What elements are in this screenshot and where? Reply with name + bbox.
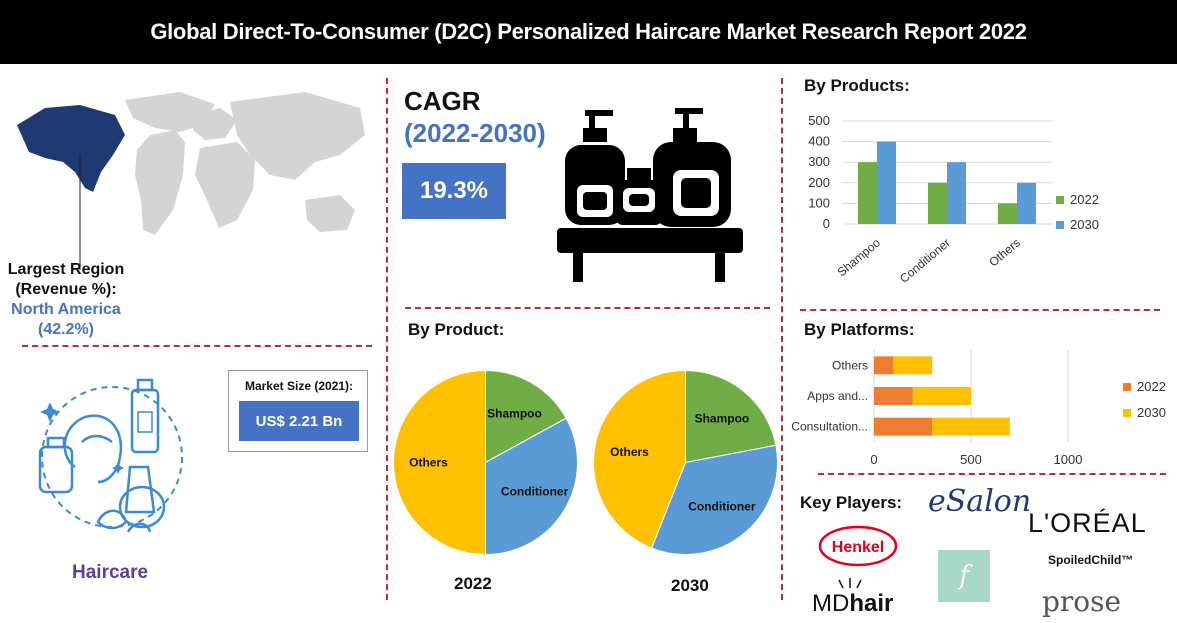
market-size-box: Market Size (2021): US$ 2.21 Bn	[228, 370, 368, 452]
platforms-xtick: 0	[870, 452, 877, 467]
platforms-xtick: 500	[960, 452, 982, 467]
function-of-beauty-logo: f	[938, 550, 990, 602]
key-players-title: Key Players:	[800, 493, 903, 512]
region-value: (42.2%)	[37, 321, 95, 338]
by-products-title: By Products:	[804, 76, 910, 95]
pie-chart-2030: Shampoo Conditioner Others	[593, 369, 778, 555]
north-america-shape	[17, 105, 125, 192]
products-xtick: Others	[986, 236, 1023, 270]
products-bar-others-2022	[998, 203, 1017, 224]
products-ytick: 300	[808, 154, 830, 169]
platforms-legend-swatch-2030	[1123, 409, 1131, 417]
pie-label-conditioner: Conditioner	[501, 485, 569, 499]
page-title: Global Direct-To-Consumer (D2C) Personal…	[0, 0, 1177, 64]
prose-logo: prose	[1042, 585, 1122, 618]
products-ytick: 100	[808, 195, 830, 210]
products-bar-conditioner-2030	[947, 162, 966, 224]
pie-slice-shampoo	[685, 369, 777, 464]
divider-platforms	[818, 473, 1166, 475]
products-legend-label: 2030	[1070, 217, 1099, 232]
region-label-line1: Largest Region	[7, 261, 125, 278]
greenland-shape	[125, 92, 215, 132]
products-legend-swatch-2022	[1056, 196, 1064, 204]
mdhair-logo-md: MD	[812, 590, 850, 617]
divider-right	[781, 78, 783, 600]
south-america-shape	[135, 130, 185, 235]
platforms-legend-label: 2022	[1137, 379, 1166, 394]
pie-slice-conditioner	[485, 417, 578, 556]
by-platforms-title: By Platforms:	[804, 320, 915, 339]
pie-slice-conditioner	[650, 444, 778, 555]
spoiledchild-logo: SpoiledChild™	[1048, 553, 1134, 567]
pie-slice-others	[393, 369, 486, 556]
products-ytick: 200	[808, 175, 830, 190]
platforms-bar-others-2022	[874, 356, 894, 375]
region-label: Largest Region (Revenue %): North Americ…	[0, 260, 132, 340]
mdhair-logo-hair: hair	[849, 590, 894, 617]
australia-shape	[305, 195, 355, 232]
region-label-line2: (Revenue %):	[15, 281, 117, 298]
platforms-bar-others-2030	[893, 356, 933, 375]
pie-label-shampoo: Shampoo	[487, 406, 542, 420]
mdhair-rays-icon	[838, 578, 862, 588]
platforms-ytick: Apps and...	[807, 389, 868, 403]
loreal-logo: L'ORÉAL	[1028, 508, 1147, 538]
platforms-bar-consultation-2022	[874, 417, 933, 436]
divider-region	[22, 345, 372, 347]
platforms-xtick: 1000	[1054, 452, 1083, 467]
products-legend-swatch-2030	[1056, 221, 1064, 229]
products-bar-shampoo-2030	[877, 141, 896, 224]
products-ytick: 0	[823, 216, 830, 231]
pie-label-conditioner: Conditioner	[688, 500, 756, 514]
pie-2030-year: 2030	[671, 576, 709, 595]
africa-shape	[195, 142, 255, 228]
pie-label-shampoo: Shampoo	[695, 412, 750, 426]
platforms-bar-chart: Others Apps and... Consultation... 0 500 100…	[791, 350, 1166, 467]
products-bar-conditioner-2022	[928, 182, 947, 224]
products-bar-shampoo-2022	[858, 162, 877, 224]
haircare-icon	[38, 378, 183, 533]
platforms-legend-label: 2030	[1137, 405, 1166, 420]
products-xtick: Shampoo	[835, 235, 884, 279]
platforms-ytick: Others	[832, 358, 868, 372]
platforms-bar-consultation-2030	[932, 417, 1010, 436]
divider-products	[800, 309, 1160, 311]
pie-2022-year: 2022	[454, 574, 492, 593]
products-bar-chart: 500 400 300 200 100 0 Shampoo Conditioner Other…	[808, 113, 1099, 286]
platforms-legend-swatch-2022	[1123, 383, 1131, 391]
divider-left	[386, 78, 388, 600]
henkel-logo-text: Henkel	[832, 539, 884, 556]
platforms-bar-apps-and-2022	[874, 387, 913, 405]
products-bar-others-2030	[1017, 182, 1036, 224]
pie-label-others: Others	[610, 445, 649, 459]
pie-slice-shampoo	[485, 369, 567, 464]
region-name: North America	[11, 301, 121, 318]
esalon-logo: eSalon	[928, 484, 1032, 519]
market-size-label: Market Size (2021):	[244, 379, 354, 393]
divider-cagr	[405, 307, 770, 309]
europe-shape	[193, 108, 237, 140]
asia-shape	[230, 92, 365, 180]
by-product-title: By Product:	[408, 320, 505, 339]
haircare-label: Haircare	[72, 562, 149, 583]
cagr-years: (2022-2030)	[404, 118, 546, 148]
products-xtick: Conditioner	[897, 236, 953, 286]
market-size-value: US$ 2.21 Bn	[239, 401, 359, 441]
mdhair-logo: MDhair	[812, 590, 893, 618]
platforms-ytick: Consultation...	[791, 420, 868, 434]
cagr-value: 19.3%	[402, 163, 506, 219]
world-map	[17, 92, 365, 270]
products-ytick: 400	[808, 134, 830, 149]
products-legend-label: 2022	[1070, 192, 1099, 207]
platforms-bar-apps-and-2030	[912, 387, 971, 405]
pie-chart-2022: Shampoo Conditioner Others	[393, 369, 578, 556]
products-ytick: 500	[808, 113, 830, 128]
pie-label-others: Others	[409, 456, 448, 470]
cagr-title: CAGR	[404, 86, 481, 116]
pie-slice-others	[593, 369, 686, 549]
bottles-icon	[557, 108, 743, 282]
henkel-logo: Henkel	[818, 525, 898, 567]
